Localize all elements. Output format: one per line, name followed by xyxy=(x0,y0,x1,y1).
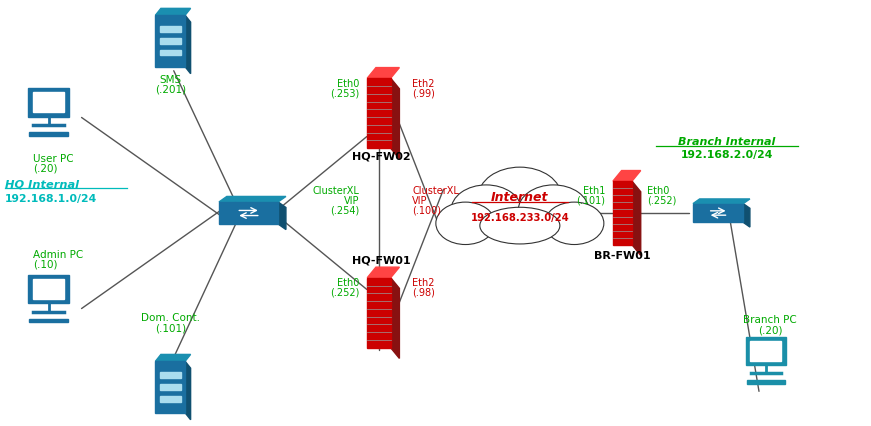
Polygon shape xyxy=(155,9,191,15)
Polygon shape xyxy=(693,199,750,204)
Text: (.253): (.253) xyxy=(331,88,360,98)
Text: (.101): (.101) xyxy=(576,196,605,206)
Text: BR-FW01: BR-FW01 xyxy=(594,251,651,261)
Text: VIP: VIP xyxy=(344,196,360,206)
Bar xyxy=(368,278,391,348)
Text: HQ-FW01: HQ-FW01 xyxy=(352,256,411,266)
Text: HQ Internal: HQ Internal xyxy=(5,179,79,190)
Bar xyxy=(159,396,181,402)
Bar xyxy=(159,26,181,32)
Text: ClusterXL: ClusterXL xyxy=(412,186,459,196)
Bar xyxy=(32,92,64,112)
Polygon shape xyxy=(368,68,400,78)
Text: Eth2: Eth2 xyxy=(412,279,435,288)
Text: Eth2: Eth2 xyxy=(412,79,435,89)
Bar xyxy=(219,202,278,224)
Bar xyxy=(28,275,69,303)
Bar xyxy=(159,38,181,43)
Text: (.252): (.252) xyxy=(330,288,360,298)
Text: 192.168.1.0/24: 192.168.1.0/24 xyxy=(5,194,98,204)
Polygon shape xyxy=(155,354,191,361)
Polygon shape xyxy=(391,278,400,358)
Text: SMS: SMS xyxy=(159,75,181,85)
Text: (.254): (.254) xyxy=(331,206,360,216)
Polygon shape xyxy=(186,361,191,420)
Polygon shape xyxy=(219,196,286,202)
Bar xyxy=(368,78,391,148)
Text: Branch PC: Branch PC xyxy=(744,315,797,325)
Text: 192.168.2.0/24: 192.168.2.0/24 xyxy=(680,150,773,160)
Bar xyxy=(159,372,181,378)
Text: Admin PC: Admin PC xyxy=(33,250,83,259)
Bar xyxy=(747,380,785,384)
Polygon shape xyxy=(278,202,286,230)
Bar xyxy=(155,15,186,67)
Bar xyxy=(30,319,68,322)
Polygon shape xyxy=(368,267,400,278)
Text: Eth0: Eth0 xyxy=(337,79,360,89)
Bar xyxy=(30,132,68,135)
Polygon shape xyxy=(743,204,750,227)
Text: Eth1: Eth1 xyxy=(583,186,605,196)
Bar xyxy=(28,88,69,117)
Text: Eth0: Eth0 xyxy=(337,279,360,288)
Text: (.101): (.101) xyxy=(155,323,186,333)
Text: ClusterXL: ClusterXL xyxy=(313,186,360,196)
Text: Dom. Cont.: Dom. Cont. xyxy=(141,313,199,323)
Text: (.201): (.201) xyxy=(155,85,186,95)
Polygon shape xyxy=(391,78,400,159)
Text: (.100): (.100) xyxy=(412,206,441,216)
Polygon shape xyxy=(186,15,191,74)
Text: HQ-FW02: HQ-FW02 xyxy=(352,152,411,162)
Bar xyxy=(159,50,181,55)
Text: (.10): (.10) xyxy=(33,259,57,269)
Bar xyxy=(693,204,743,222)
Polygon shape xyxy=(613,170,641,181)
Bar xyxy=(751,342,781,360)
Text: (.252): (.252) xyxy=(647,196,676,206)
Text: Eth0: Eth0 xyxy=(647,186,669,196)
Text: Branch Internal: Branch Internal xyxy=(679,137,775,147)
Text: VIP: VIP xyxy=(412,196,428,206)
Bar xyxy=(613,181,632,245)
Bar xyxy=(746,337,786,365)
Bar xyxy=(32,279,64,299)
Bar xyxy=(155,361,186,413)
Bar xyxy=(159,384,181,390)
Text: (.20): (.20) xyxy=(33,164,57,174)
Text: 192.168.233.0/24: 192.168.233.0/24 xyxy=(470,213,570,224)
Text: (.98): (.98) xyxy=(412,288,435,298)
Text: User PC: User PC xyxy=(33,154,73,164)
Text: Internet: Internet xyxy=(491,191,549,204)
Polygon shape xyxy=(632,181,641,256)
Text: (.99): (.99) xyxy=(412,88,435,98)
Text: (.20): (.20) xyxy=(758,325,782,335)
